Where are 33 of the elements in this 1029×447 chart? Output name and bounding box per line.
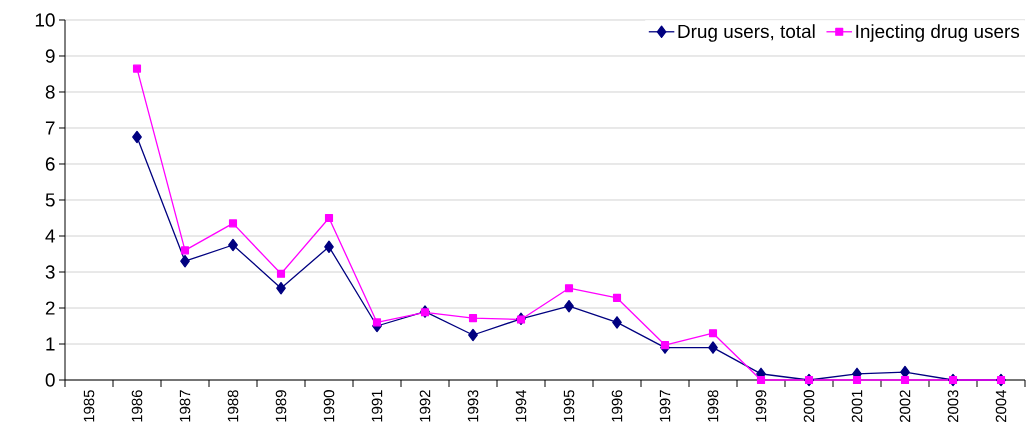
- x-tick-label: 1985: [83, 390, 95, 422]
- x-tick-label: 1995: [563, 390, 575, 422]
- legend-label: Injecting drug users: [856, 24, 1020, 42]
- x-tick-label: 2004: [995, 389, 1007, 423]
- x-tick-label: 1993: [467, 390, 479, 422]
- x-tick-label: 1996: [611, 390, 623, 422]
- x-tick-label: 1987: [179, 390, 191, 422]
- x-tick-label: 2001: [851, 390, 863, 423]
- x-tick-label: 2002: [899, 390, 911, 423]
- x-tick-label: 1994: [515, 389, 527, 422]
- x-tick-label: 1998: [707, 390, 719, 422]
- x-tick-label: 1991: [371, 390, 383, 422]
- y-tick-label: 8: [45, 85, 55, 99]
- x-tick-label: 1986: [131, 390, 143, 422]
- y-tick-label: 10: [35, 13, 55, 27]
- x-tick-label: 1999: [755, 390, 767, 422]
- y-tick-label: 9: [45, 49, 55, 63]
- x-tick-label: 2003: [947, 390, 959, 423]
- legend-label: Drug users, total: [678, 24, 815, 42]
- y-tick-label: 6: [45, 157, 55, 171]
- x-tick-label: 2000: [803, 390, 815, 423]
- y-tick-label: 3: [45, 265, 55, 279]
- y-tick-label: 5: [45, 193, 55, 207]
- y-tick-label: 4: [45, 229, 55, 243]
- y-tick-label: 2: [45, 301, 55, 315]
- y-tick-label: 1: [46, 337, 55, 351]
- y-tick-label: 0: [45, 373, 55, 387]
- x-tick-label: 1997: [659, 390, 671, 422]
- x-tick-label: 1989: [275, 390, 287, 422]
- x-tick-label: 1990: [323, 390, 335, 422]
- y-tick-label: 7: [45, 121, 55, 135]
- x-tick-label: 1988: [227, 390, 239, 422]
- x-tick-label: 1992: [419, 390, 431, 422]
